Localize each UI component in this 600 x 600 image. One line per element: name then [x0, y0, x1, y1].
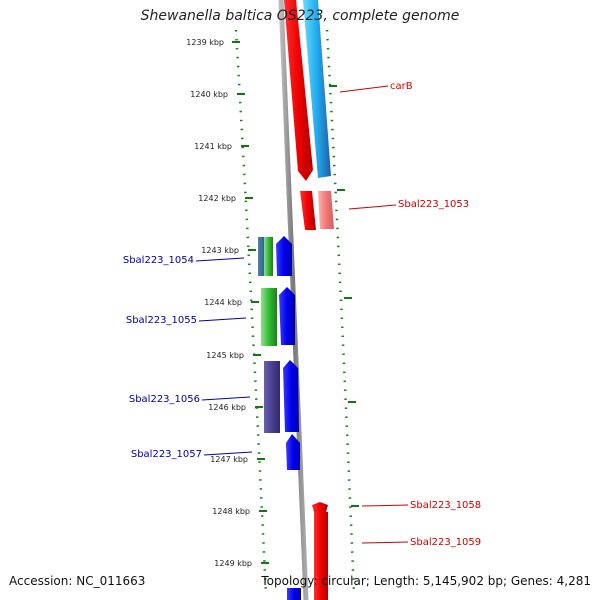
gene-sbal223-1054-arrow[interactable]	[276, 236, 292, 276]
tick-label: 1245 kbp	[206, 351, 244, 360]
tick-label: 1247 kbp	[210, 455, 248, 464]
gene-sbal223-1053-arrow[interactable]	[300, 191, 316, 230]
gene-bottom-blue-arrow[interactable]	[287, 588, 301, 600]
tick-label: 1248 kbp	[212, 507, 250, 516]
gene-sbal223-1059-arrow[interactable]	[314, 512, 328, 600]
gene-sbal223-1058-arrow[interactable]	[312, 502, 328, 512]
tick-label: 1242 kbp	[198, 194, 236, 203]
map-title: Shewanella baltica OS223, complete genom…	[140, 8, 460, 24]
tick-label: 1244 kbp	[204, 298, 242, 307]
ruler-right	[325, 29, 356, 596]
gene-sbal223-1056-arrow[interactable]	[283, 360, 299, 432]
label-carB[interactable]: carB	[390, 81, 413, 92]
feature-sbal223-1056-cds[interactable]	[264, 361, 280, 433]
feature-sbal223-1055-cds[interactable]	[261, 288, 277, 346]
tick-label: 1241 kbp	[194, 142, 232, 151]
label-sbal223-1057[interactable]: Sbal223_1057	[131, 449, 202, 460]
gene-carB-arrow[interactable]	[284, 0, 313, 181]
reverse-genes	[276, 236, 301, 600]
tick-label: 1249 kbp	[214, 559, 252, 568]
tick-label: 1243 kbp	[201, 246, 239, 255]
gene-sbal223-1055-arrow[interactable]	[279, 287, 295, 345]
feature-sbal223-1054-misc[interactable]	[258, 237, 266, 276]
label-sbal223-1059[interactable]: Sbal223_1059	[410, 537, 481, 548]
ruler-ticks	[232, 41, 359, 564]
tick-label: 1239 kbp	[186, 38, 224, 47]
label-leaders	[195, 85, 409, 544]
label-sbal223-1056[interactable]: Sbal223_1056	[129, 394, 200, 405]
label-sbal223-1054[interactable]: Sbal223_1054	[123, 255, 194, 266]
gene-sbal223-1057-arrow[interactable]	[286, 434, 300, 470]
feature-tracks-left	[258, 237, 280, 433]
topology-label: Topology: circular; Length: 5,145,902 bp…	[261, 574, 591, 588]
tick-label: 1240 kbp	[190, 90, 228, 99]
feature-carB-cds[interactable]	[303, 0, 331, 178]
label-sbal223-1055[interactable]: Sbal223_1055	[126, 315, 197, 326]
accession-label: Accession: NC_011663	[9, 574, 146, 588]
feature-tracks-right	[303, 0, 334, 229]
label-sbal223-1053[interactable]: Sbal223_1053	[398, 199, 469, 210]
feature-sbal223-1053-cds[interactable]	[318, 191, 334, 229]
forward-genes	[284, 0, 328, 600]
label-sbal223-1058[interactable]: Sbal223_1058	[410, 500, 481, 511]
feature-sbal223-1054-cds[interactable]	[264, 237, 273, 276]
tick-label: 1246 kbp	[208, 403, 246, 412]
